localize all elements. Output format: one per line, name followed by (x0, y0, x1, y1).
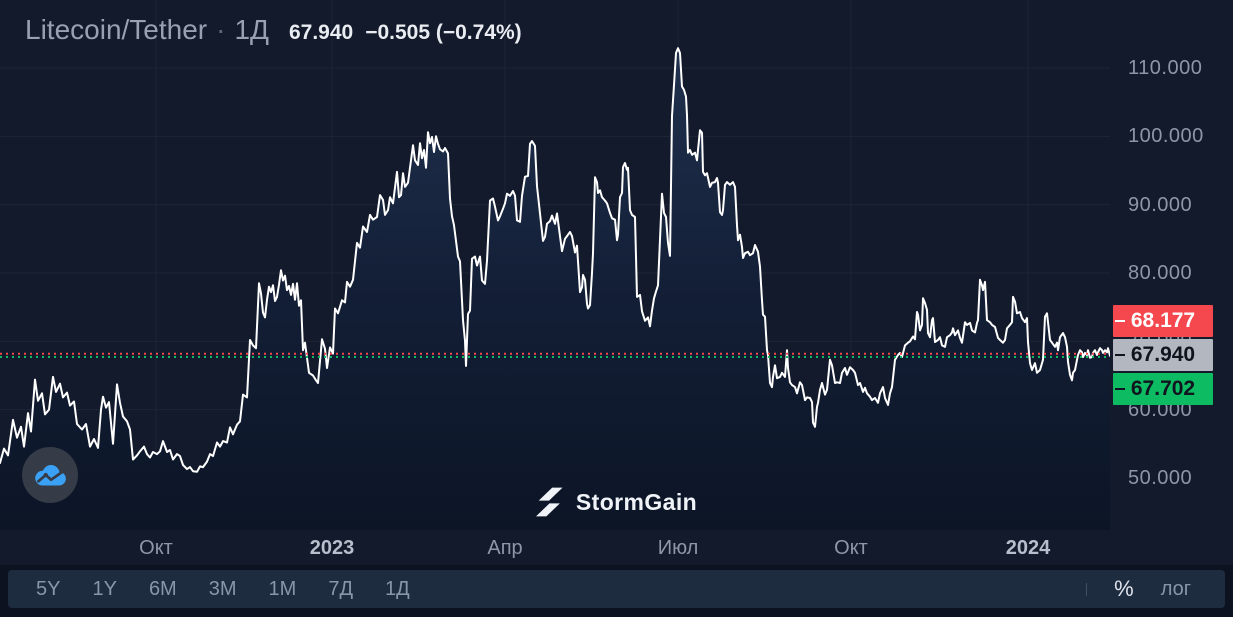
cloud-chart-icon (35, 464, 66, 486)
bottom-toolbar: 5Y 1Y 6M 3M 1M 7Д 1Д % лог (8, 570, 1225, 608)
range-button-1y[interactable]: 1Y (80, 578, 128, 601)
range-button-3m[interactable]: 3M (197, 578, 249, 601)
price-axis[interactable]: 110.000100.00090.00080.00070.00060.00050… (1110, 0, 1233, 565)
percent-scale-button[interactable]: % (1114, 576, 1134, 601)
price-chart[interactable] (0, 0, 1110, 530)
y-axis-label: 50.000 (1128, 467, 1193, 489)
title-separator: · (216, 14, 226, 45)
price-line (0, 47, 1110, 473)
bid-price-tag[interactable]: 67.702 (1113, 373, 1213, 405)
last-price-value: 67.940 (288, 21, 354, 44)
x-axis-label: Окт (139, 537, 173, 559)
x-axis-label-year: 2023 (309, 537, 355, 559)
x-axis-label-year: 2024 (1005, 537, 1051, 559)
y-axis-label: 80.000 (1128, 262, 1193, 284)
y-axis-label: 100.000 (1128, 125, 1204, 148)
price-tag-tick (1115, 388, 1125, 390)
chart-provider-logo[interactable] (22, 447, 78, 503)
toolbar-divider (1086, 582, 1088, 596)
y-axis-label: 110.000 (1128, 57, 1203, 79)
toolbar-right-group: % лог (1086, 576, 1191, 602)
x-axis-label: Апр (487, 537, 523, 559)
range-button-5y[interactable]: 5Y (24, 578, 72, 601)
price-change-value: −0.505 (−0.74%) (365, 21, 522, 44)
price-tag-value: 67.702 (1130, 377, 1196, 400)
x-axis-label: Июл (657, 537, 699, 559)
price-tag-value: 67.940 (1130, 343, 1196, 366)
ask-price-tag[interactable]: 68.177 (1113, 305, 1213, 337)
log-scale-button[interactable]: лог (1160, 577, 1191, 600)
range-button-6m[interactable]: 6M (137, 578, 189, 601)
range-buttons: 5Y 1Y 6M 3M 1M 7Д 1Д (24, 578, 430, 601)
price-tag-tick (1115, 320, 1125, 322)
range-button-7д[interactable]: 7Д (316, 578, 365, 601)
price-tag-value: 68.177 (1130, 309, 1196, 332)
last-price-tag[interactable]: 67.940 (1113, 339, 1213, 371)
y-axis-label: 90.000 (1128, 193, 1193, 216)
range-button-1m[interactable]: 1M (257, 578, 309, 601)
range-button-1д[interactable]: 1Д (373, 578, 422, 601)
area-fill (0, 48, 1110, 530)
symbol-title[interactable]: Litecoin/Tether (25, 14, 208, 45)
chart-header: Litecoin/Tether · 1Д 67.940 −0.505 (−0.7… (25, 14, 522, 46)
timeframe-label[interactable]: 1Д (234, 14, 269, 45)
bid-ask-dotted-lines (0, 352, 1110, 359)
x-axis-label: Окт (834, 537, 868, 559)
price-tag-tick (1115, 354, 1125, 356)
